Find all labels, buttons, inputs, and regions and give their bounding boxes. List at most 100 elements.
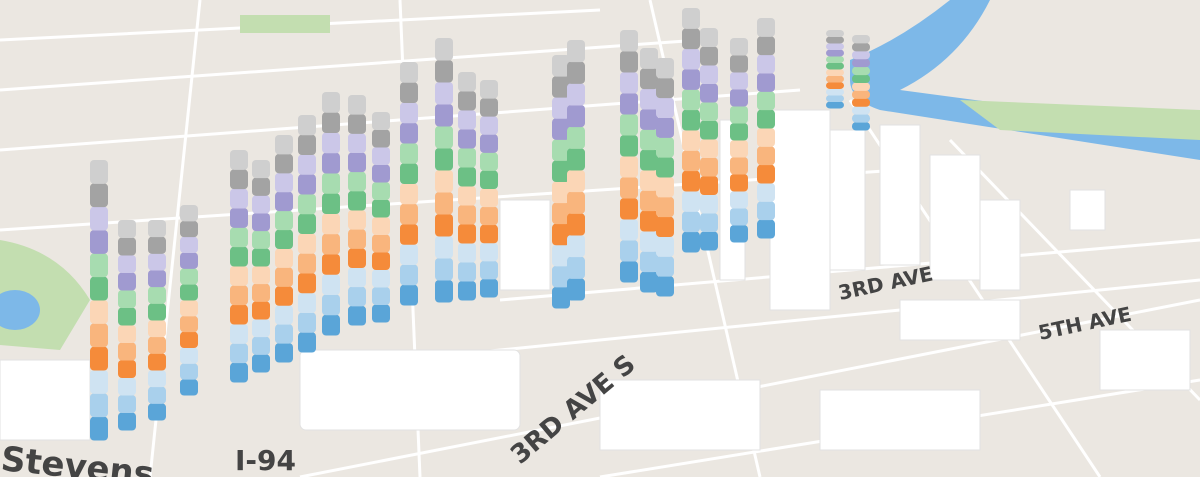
column-segment: [322, 294, 340, 316]
column-segment: [730, 89, 748, 107]
column-segment: [230, 343, 248, 364]
column-segment: [552, 181, 570, 204]
column-segment: [826, 43, 844, 50]
column-segment: [480, 260, 498, 280]
column-segment: [400, 244, 418, 265]
column-segment: [480, 134, 498, 153]
column-segment: [552, 202, 570, 225]
column-segment: [852, 66, 870, 76]
column-segment: [826, 88, 844, 96]
column-segment: [852, 35, 870, 44]
column-segment: [252, 195, 270, 214]
column-segment: [640, 210, 658, 232]
column-segment: [757, 73, 775, 92]
column-segment: [90, 300, 108, 324]
column-segment: [148, 386, 166, 404]
column-segment: [275, 172, 293, 193]
column-segment: [682, 170, 700, 192]
column-segment: [458, 281, 476, 301]
column-segment: [552, 160, 570, 182]
column-segment: [730, 191, 748, 209]
column-segment: [656, 236, 674, 257]
column-segment: [230, 150, 248, 170]
column-segment: [620, 261, 638, 283]
column-segment: [757, 201, 775, 221]
column-segment: [372, 304, 390, 323]
column-segment: [567, 256, 585, 279]
column-segment: [656, 216, 674, 237]
column-segment: [552, 265, 570, 288]
column-segment: [620, 93, 638, 115]
column-segment: [180, 363, 198, 380]
column-segment: [322, 213, 340, 235]
column-segment: [640, 170, 658, 191]
column-segment: [90, 346, 108, 371]
column-segment: [372, 147, 390, 165]
column-segment: [480, 278, 498, 298]
column-segment: [230, 304, 248, 325]
column-segment: [730, 174, 748, 192]
column-segment: [757, 18, 775, 37]
column-segment: [730, 208, 748, 226]
column-segment: [400, 62, 418, 83]
column-segment: [400, 122, 418, 144]
column-segment: [458, 148, 476, 168]
column-segment: [230, 246, 248, 267]
column-segment: [90, 183, 108, 208]
column-segment: [682, 191, 700, 212]
column-segment: [322, 132, 340, 154]
column-segment: [90, 393, 108, 418]
column-segment: [90, 416, 108, 441]
column-segment: [230, 324, 248, 344]
column-segment: [230, 362, 248, 383]
column-segment: [620, 219, 638, 241]
column-segment: [148, 336, 166, 354]
column-segment: [118, 412, 136, 431]
column-segment: [275, 210, 293, 231]
column-segment: [700, 139, 718, 158]
column-segment: [567, 170, 585, 193]
column-segment: [435, 148, 453, 171]
column-segment: [435, 192, 453, 215]
column-segment: [180, 284, 198, 301]
column-segment: [322, 92, 340, 113]
column-segment: [826, 30, 844, 37]
column-segment: [322, 314, 340, 336]
column-segment: [552, 244, 570, 267]
column-segment: [757, 128, 775, 147]
column-segment: [640, 271, 658, 293]
column-segment: [682, 69, 700, 90]
column-segment: [852, 58, 870, 68]
column-segment: [682, 231, 700, 253]
column-segment: [118, 272, 136, 291]
column-segment: [480, 206, 498, 226]
column-segment: [252, 230, 270, 249]
column-segment: [730, 157, 748, 175]
column-segment: [757, 91, 775, 111]
column-segment: [298, 134, 316, 155]
column-segment: [730, 55, 748, 73]
column-segment: [826, 36, 844, 44]
column-segment: [826, 95, 844, 102]
column-segment: [400, 224, 418, 245]
column-segment: [480, 188, 498, 208]
column-segment: [298, 194, 316, 215]
column-segment: [372, 164, 390, 183]
column-segment: [90, 276, 108, 301]
column-segment: [730, 106, 748, 124]
column-segment: [275, 343, 293, 363]
column-segment: [757, 219, 775, 239]
column-segment: [118, 290, 136, 308]
column-segment: [567, 61, 585, 84]
column-segment: [700, 176, 718, 195]
park: [240, 15, 330, 33]
column-segment: [480, 98, 498, 117]
column-segment: [656, 276, 674, 297]
column-segment: [656, 137, 674, 158]
column-segment: [322, 274, 340, 295]
column-segment: [400, 82, 418, 103]
column-segment: [620, 51, 638, 73]
column-segment: [372, 182, 390, 200]
column-segment: [348, 152, 366, 173]
